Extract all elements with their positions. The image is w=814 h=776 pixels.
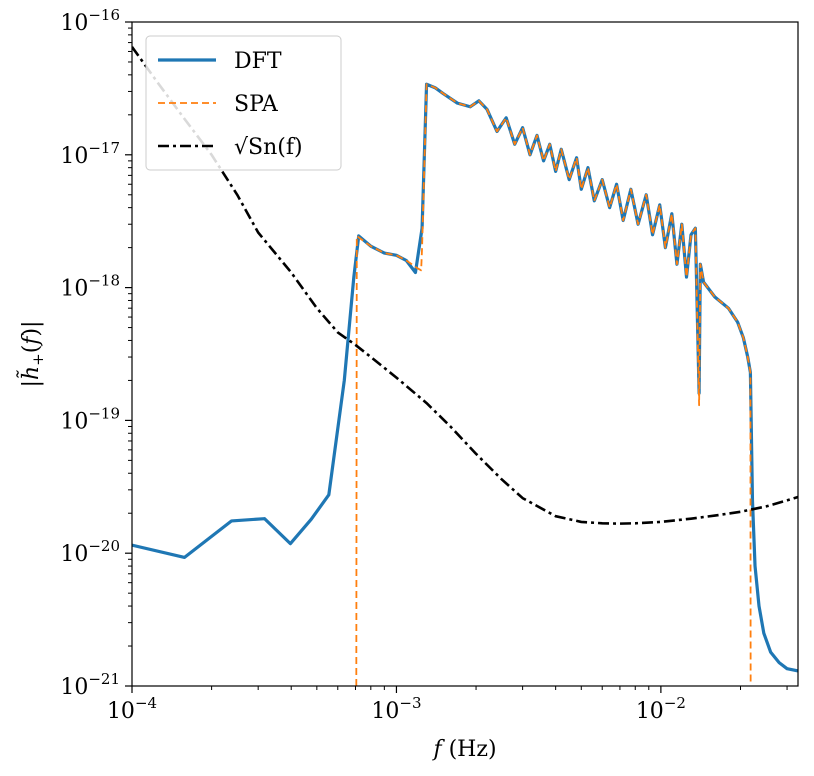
- y-axis-label: |h̃+(f)|: [17, 321, 47, 388]
- x-axis-label: f (Hz): [431, 737, 496, 762]
- y-tick-label: 10−19: [60, 404, 120, 434]
- x-tick-label: 10−3: [371, 694, 421, 724]
- y-tick-label: 10−16: [60, 6, 120, 36]
- x-tick-label: 10−2: [636, 694, 686, 724]
- legend-label-noise-asd: √Sn(f): [234, 135, 303, 160]
- legend-box: [145, 35, 342, 171]
- legend: DFT SPA √Sn(f): [145, 35, 342, 171]
- ticks-layer: 10−4 10−3 10−2 10−21 10−20 10−19 10−18 10−17 10−…: [60, 6, 788, 724]
- x-tick-label: 10−4: [107, 694, 157, 724]
- y-tick-label: 10−18: [60, 272, 120, 302]
- y-tick-label: 10−21: [60, 670, 120, 700]
- series-line-noise-asd: [132, 46, 798, 525]
- y-tick-label: 10−17: [60, 139, 120, 169]
- legend-label-dft: DFT: [234, 49, 282, 74]
- series-line-spa: [355, 83, 752, 686]
- legend-label-spa: SPA: [234, 92, 279, 117]
- series-layer: [132, 46, 798, 686]
- labels-layer: f (Hz) |h̃+(f)|: [17, 321, 496, 762]
- plot-frame: [131, 21, 799, 687]
- y-tick-label: 10−20: [60, 537, 120, 567]
